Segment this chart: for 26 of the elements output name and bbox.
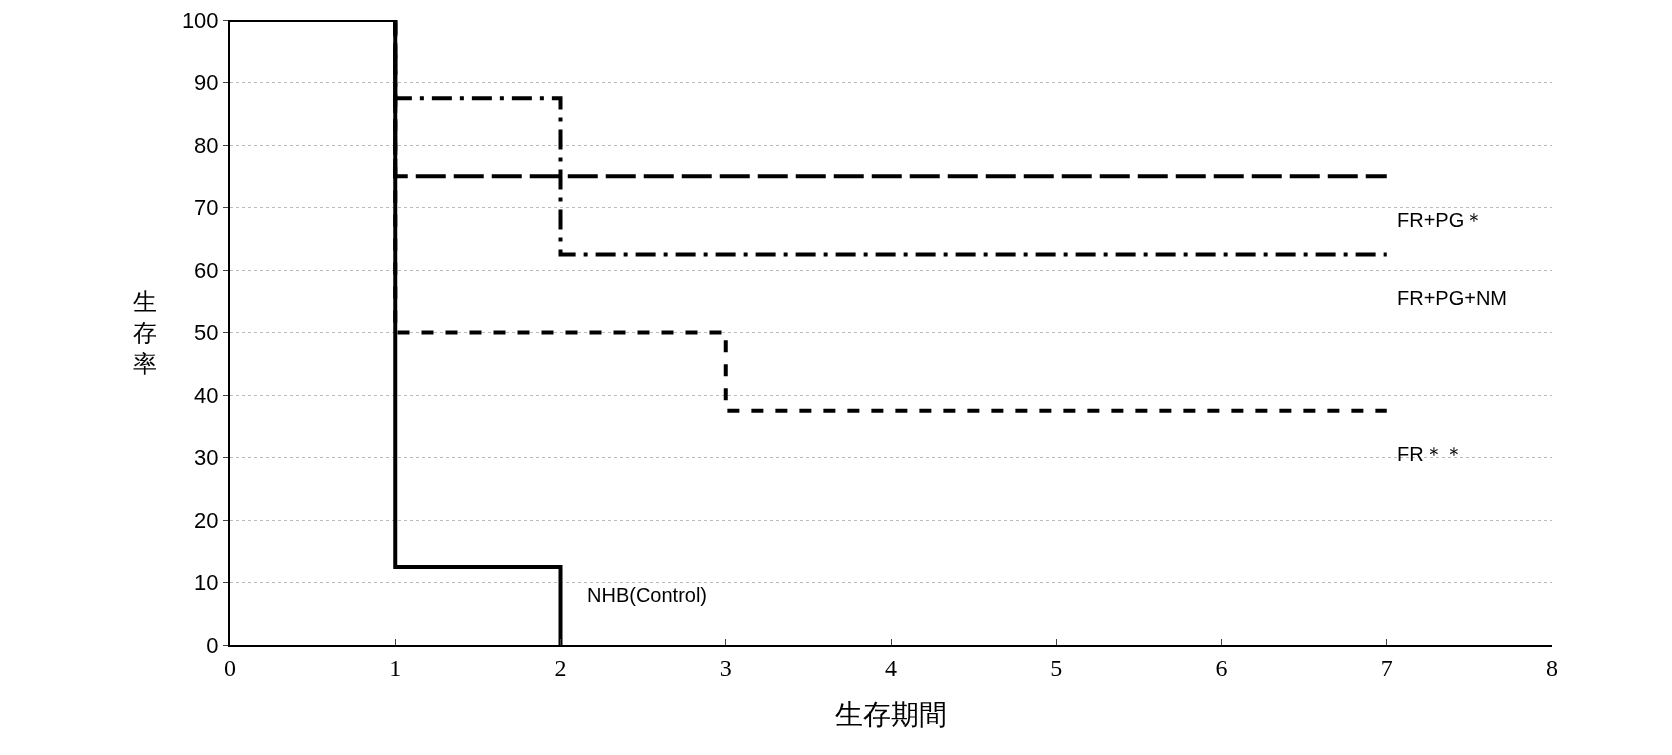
x-tick-label: 0 xyxy=(224,654,236,681)
y-tick-label: 80 xyxy=(194,132,219,158)
x-tick-label: 2 xyxy=(554,654,567,681)
series-label: FR＊＊ xyxy=(1397,443,1464,465)
y-tick-label: 40 xyxy=(194,382,219,408)
y-tick-label: 50 xyxy=(194,320,219,346)
x-axis-title: 生存期間 xyxy=(835,698,947,732)
x-tick-label: 6 xyxy=(1215,654,1228,681)
x-tick-label: 4 xyxy=(885,654,897,681)
series-label: FR+PG+NM xyxy=(1397,287,1508,309)
y-tick-label: 0 xyxy=(206,632,219,658)
x-tick-label: 3 xyxy=(719,654,732,681)
y-tick-label: 70 xyxy=(194,195,219,221)
y-tick-label: 20 xyxy=(194,507,219,533)
x-tick-label: 7 xyxy=(1380,654,1393,681)
y-tick-label: 30 xyxy=(194,445,219,471)
series-label: NHB(Control) xyxy=(587,584,708,606)
y-axis-title: 生存率 xyxy=(133,288,157,379)
series-label: FR+PG＊ xyxy=(1397,209,1485,231)
x-tick-label: 5 xyxy=(1050,654,1063,681)
y-tick-label: 10 xyxy=(194,570,219,596)
y-tick-label: 90 xyxy=(194,70,219,96)
y-tick-label: 60 xyxy=(194,257,219,283)
y-tick-label: 100 xyxy=(181,7,219,33)
x-tick-label: 8 xyxy=(1546,654,1558,681)
x-tick-label: 1 xyxy=(389,654,402,681)
